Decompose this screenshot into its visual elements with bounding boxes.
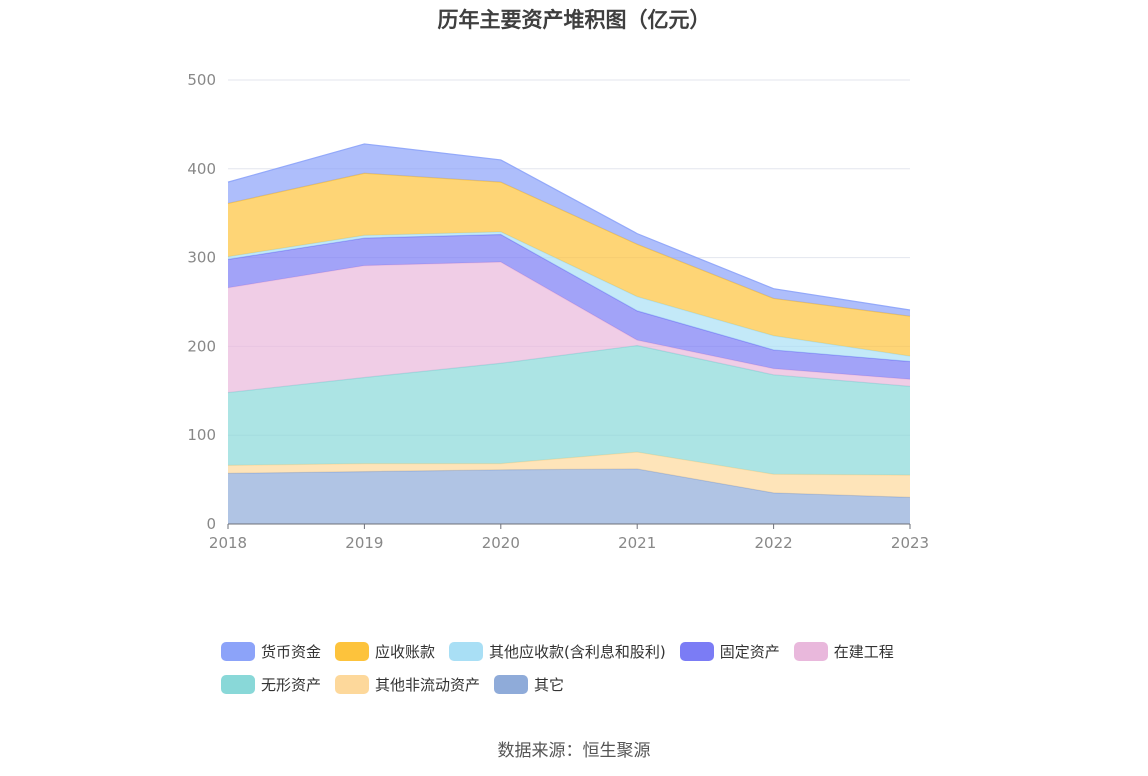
area-series-3	[228, 345, 910, 476]
legend-row-2: 无形资产 其他非流动资产 其它	[221, 674, 578, 695]
area-series-6	[228, 231, 910, 362]
legend-swatch	[494, 675, 529, 694]
legend-label: 货币资金	[261, 643, 322, 661]
legend-label: 无形资产	[261, 676, 322, 694]
y-tick-label: 400	[187, 160, 216, 178]
legend-label: 其他应收款(含利息和股利)	[489, 643, 666, 661]
area-series-1	[228, 468, 910, 524]
y-tick-label: 100	[187, 426, 216, 444]
legend-label: 其它	[534, 676, 565, 694]
legend-swatch	[793, 642, 828, 661]
y-tick-label: 200	[187, 337, 216, 355]
x-tick-label: 2020	[482, 534, 520, 552]
legend-swatch	[335, 642, 370, 661]
legend-label: 固定资产	[719, 643, 780, 661]
x-tick-label: 2022	[755, 534, 793, 552]
legend-item[interactable]: 固定资产	[679, 641, 780, 662]
legend-item[interactable]: 货币资金	[221, 641, 321, 662]
x-tick-label: 2023	[891, 534, 929, 552]
x-tick-label: 2021	[618, 534, 656, 552]
legend-label: 应收账款	[375, 643, 436, 661]
legend-item[interactable]: 应收账款	[335, 641, 435, 662]
legend-item[interactable]: 其它	[494, 674, 564, 695]
y-tick-label: 0	[206, 515, 216, 533]
series-line-8	[227, 143, 911, 311]
legend-item[interactable]: 其他非流动资产	[335, 674, 480, 695]
area-series-5	[228, 234, 910, 380]
x-tick-label: 2019	[345, 534, 383, 552]
x-tick-label: 2018	[209, 534, 247, 552]
area-series-7	[228, 173, 910, 357]
area-series-4	[228, 262, 910, 393]
y-tick-label: 300	[187, 249, 216, 267]
legend-label: 在建工程	[833, 643, 894, 661]
legend-swatch	[221, 675, 255, 694]
stacked-area-chart: 0 100 200 300 400 500 2018 2019 2020 2021 2022 2023	[187, 71, 929, 552]
legend-row-1: 货币资金 应收账款 其他应收款(含利息和股利) 固定资产 在建工程	[221, 641, 908, 662]
chart-title: 历年主要资产堆积图（亿元）	[437, 8, 711, 32]
legend-label: 其他非流动资产	[375, 676, 481, 694]
data-source: 数据来源：恒生聚源	[497, 741, 651, 761]
legend-item[interactable]: 其他应收款(含利息和股利)	[449, 641, 666, 662]
legend-item[interactable]: 无形资产	[221, 674, 321, 695]
legend-swatch	[449, 642, 484, 661]
y-tick-label: 500	[187, 71, 216, 89]
legend-swatch	[679, 642, 714, 661]
legend-swatch	[221, 642, 255, 661]
area-series-2	[228, 452, 910, 498]
legend-item[interactable]: 在建工程	[793, 641, 894, 662]
legend-swatch	[335, 675, 370, 694]
